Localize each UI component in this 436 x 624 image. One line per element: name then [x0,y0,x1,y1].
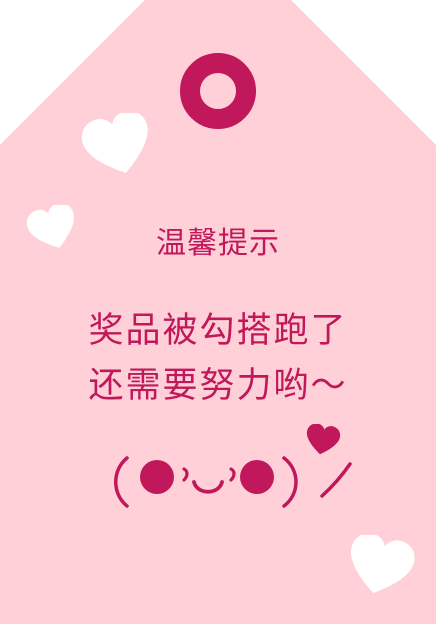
card-title: 温馨提示 [156,226,280,261]
left-eye-shape [140,460,174,494]
heart-icon [81,113,148,173]
left-cheek-shape [182,467,189,482]
left-parenthesis-shape [114,456,129,508]
heart-icon [307,424,341,455]
heart-icon [26,205,74,248]
right-parenthesis-shape [282,456,298,508]
heart-icon [351,535,415,594]
right-cheek-shape [229,467,236,482]
message-line: 还需要努力哟～ [88,366,348,406]
kaomoji-face-icon [114,456,352,508]
raised-hand-shape [320,462,352,498]
mouth-shape [192,480,224,494]
tag-hole-icon [180,53,256,129]
message-line: 奖品被勾搭跑了 [88,311,348,351]
right-eye-shape [240,460,274,494]
